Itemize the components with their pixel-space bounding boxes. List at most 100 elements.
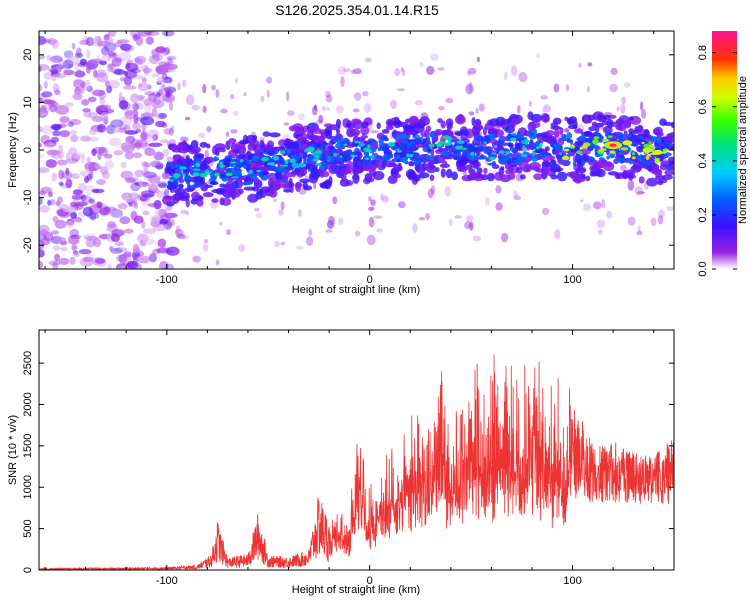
heatmap-cell <box>103 206 117 211</box>
heatmap-cell <box>295 181 302 189</box>
heatmap-cell <box>132 243 140 254</box>
heatmap-cell <box>52 54 63 61</box>
heatmap-cell <box>137 82 149 92</box>
heatmap-cell <box>116 39 130 44</box>
heatmap-cell <box>361 121 369 129</box>
heatmap-cell <box>318 166 326 170</box>
heatmap-cell <box>229 93 235 100</box>
y-tick-label: 1500 <box>22 434 34 458</box>
heatmap-cell <box>196 199 204 207</box>
heatmap-cell <box>580 146 588 149</box>
heatmap-cell <box>40 134 51 145</box>
heatmap-cell <box>256 169 261 173</box>
heatmap-cell <box>370 199 376 207</box>
heatmap-cell <box>58 257 70 265</box>
heatmap-cell <box>519 174 526 180</box>
heatmap-cell <box>204 149 209 160</box>
heatmap-cell <box>383 160 396 168</box>
heatmap-cell <box>117 127 126 133</box>
heatmap-cell <box>628 128 635 135</box>
heatmap-cell <box>70 234 82 239</box>
heatmap-cell <box>66 55 80 65</box>
heatmap-cell <box>158 61 170 67</box>
heatmap-cell <box>288 177 293 188</box>
heatmap-cell <box>140 116 155 126</box>
heatmap-cell <box>123 85 137 90</box>
heatmap-cell <box>332 196 338 205</box>
heatmap-cell <box>97 152 102 160</box>
heatmap-cell <box>140 130 148 141</box>
heatmap-cell <box>251 155 260 162</box>
heatmap-cell <box>484 122 494 131</box>
heatmap-cell <box>254 207 260 212</box>
heatmap-cell <box>582 142 591 147</box>
heatmap-cell <box>101 54 112 62</box>
heatmap-cell <box>392 121 399 126</box>
heatmap-cell <box>437 67 445 71</box>
heatmap-cell <box>87 173 92 181</box>
heatmap-cell <box>104 205 109 214</box>
snr-frame <box>38 329 675 571</box>
heatmap-cell <box>495 202 503 211</box>
heatmap-cell <box>52 215 59 223</box>
heatmap-cell <box>93 238 102 248</box>
heatmap-cell <box>41 125 53 135</box>
heatmap-cell <box>596 219 606 229</box>
heatmap-cell <box>114 247 128 252</box>
heatmap-cell <box>427 148 432 153</box>
heatmap-cell <box>82 108 91 113</box>
heatmap-cell <box>450 147 457 152</box>
heatmap-cell <box>130 93 140 104</box>
heatmap-cell <box>331 165 340 171</box>
heatmap-cell <box>105 124 116 135</box>
heatmap-cell <box>52 83 60 93</box>
heatmap-cell <box>602 138 609 142</box>
heatmap-cell <box>132 122 141 131</box>
heatmap-cell <box>304 175 309 180</box>
heatmap-cell <box>65 167 70 176</box>
heatmap-cell <box>620 147 629 151</box>
heatmap-cell <box>433 157 439 165</box>
heatmap-cell <box>136 255 151 263</box>
heatmap-cell <box>155 190 166 198</box>
heatmap-cell <box>627 179 635 191</box>
heatmap-cell <box>615 124 623 131</box>
heatmap-cell <box>482 135 490 142</box>
heatmap-cell <box>211 198 219 203</box>
heatmap-cell <box>58 59 65 68</box>
heatmap-cell <box>408 161 415 167</box>
heatmap-cell <box>542 161 551 167</box>
heatmap-cell <box>145 36 154 45</box>
heatmap-cell <box>337 66 346 75</box>
heatmap-cell <box>50 69 59 75</box>
heatmap-cell <box>551 148 556 155</box>
heatmap-cell <box>593 201 602 210</box>
heatmap-cell <box>413 138 422 145</box>
heatmap-cell <box>79 39 90 46</box>
heatmap-cell <box>632 152 635 156</box>
heatmap-cell <box>420 132 428 138</box>
heatmap-cell <box>93 35 102 44</box>
heatmap-cell <box>389 99 398 109</box>
heatmap-cell <box>360 162 370 166</box>
heatmap-cell <box>123 194 136 203</box>
heatmap-cell <box>342 165 347 169</box>
heatmap-cell <box>340 173 347 182</box>
heatmap-cell <box>166 246 180 256</box>
heatmap-cell <box>68 234 80 245</box>
heatmap-cell <box>80 135 91 142</box>
heatmap-cell <box>115 241 125 246</box>
heatmap-cell <box>352 120 364 130</box>
heatmap-cell <box>182 173 186 177</box>
heatmap-cell <box>602 161 615 172</box>
spectrogram-ylabel: Frequency (Hz) <box>7 112 19 188</box>
heatmap-cell <box>124 44 135 52</box>
heatmap-cell <box>134 169 144 178</box>
heatmap-cell <box>151 107 158 117</box>
heatmap-cell <box>65 152 71 162</box>
heatmap-cell <box>294 167 300 174</box>
heatmap-cell <box>261 156 269 162</box>
heatmap-cell <box>471 117 476 126</box>
heatmap-cell <box>39 35 47 46</box>
heatmap-cell <box>108 245 114 251</box>
